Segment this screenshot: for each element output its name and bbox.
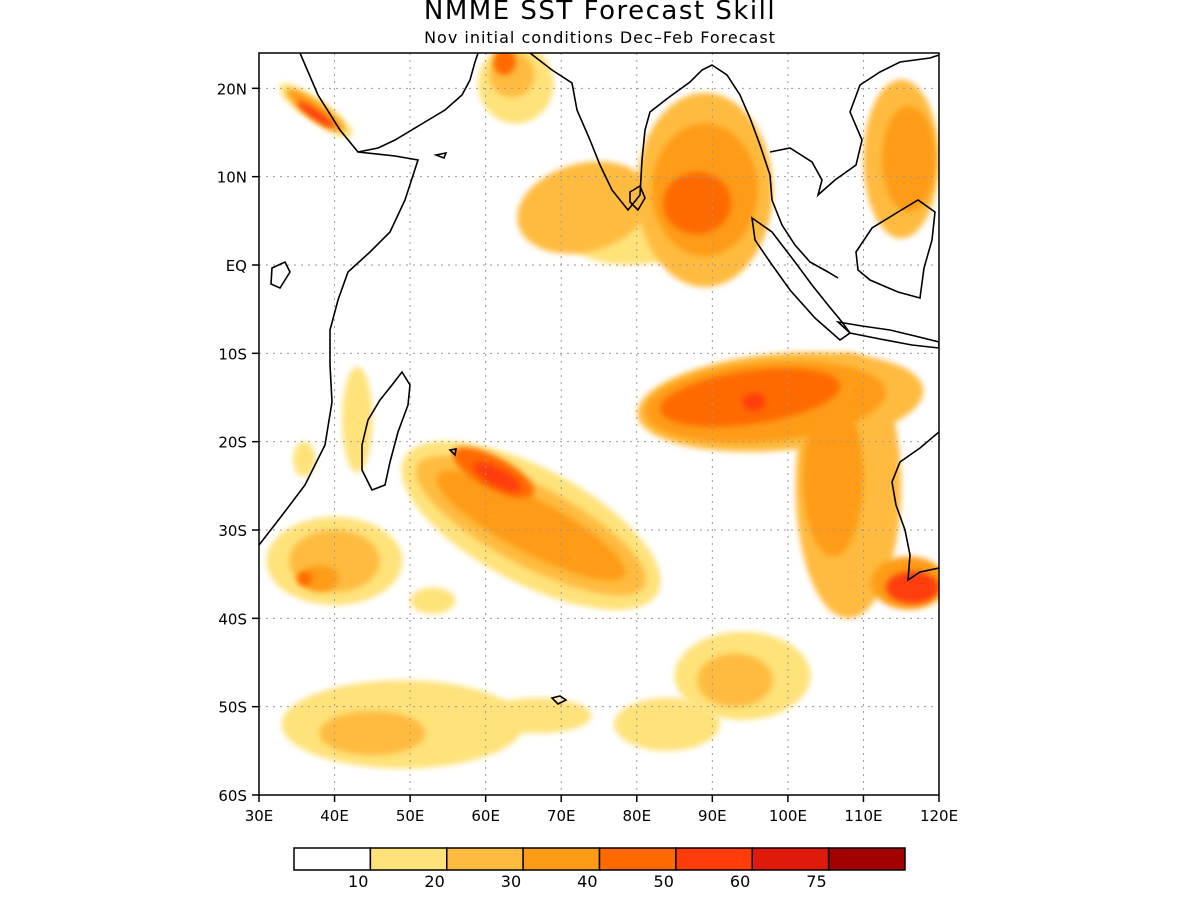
- colorbar: 10 20 30 40 50 60 75: [293, 847, 906, 891]
- skill-region: [296, 571, 312, 586]
- x-tick-label: 70E: [547, 807, 576, 825]
- colorbar-label: 50: [654, 872, 674, 891]
- skill-region: [663, 172, 732, 235]
- colorbar-label: 20: [424, 872, 444, 891]
- chart-subtitle: Nov initial conditions Dec–Feb Forecast: [424, 28, 776, 47]
- colorbar-label: 40: [577, 872, 597, 891]
- y-tick-label: EQ: [226, 257, 247, 275]
- x-tick-label: 90E: [698, 807, 727, 825]
- colorbar-box: [293, 847, 372, 871]
- coastline-socotra: [433, 151, 448, 160]
- coastline-sri-lanka: [629, 184, 646, 212]
- skill-region: [886, 571, 939, 604]
- skill-region: [436, 470, 626, 581]
- skill-region: [319, 711, 426, 756]
- coastline-java: [835, 320, 939, 349]
- y-tick-label: 30S: [218, 522, 247, 540]
- colorbar-box: [522, 847, 601, 871]
- coastline-indochina: [769, 54, 939, 198]
- colorbar-box: [598, 847, 677, 871]
- y-tick-label: 20S: [218, 434, 247, 452]
- skill-region: [697, 653, 773, 707]
- x-tick-label: 60E: [471, 807, 500, 825]
- colorbar-box: [369, 847, 448, 871]
- y-tick-label: 20N: [217, 80, 247, 98]
- chart-title: NMME SST Forecast Skill: [423, 0, 777, 26]
- skill-shading: [266, 53, 939, 769]
- y-tick-label: 60S: [218, 787, 247, 805]
- axes: 30E 40E 50E 60E 70E 80E 90E 100E 110E 120E 20N 10N E…: [217, 80, 958, 825]
- coastline-borneo: [855, 199, 936, 300]
- skill-region: [517, 161, 651, 254]
- colorbar-box: [446, 847, 524, 871]
- coastline-mascarene: [448, 448, 457, 457]
- x-tick-label: 100E: [769, 807, 807, 825]
- coastline-arabia-south: [357, 53, 479, 153]
- gridlines: [259, 53, 939, 795]
- colorbar-label: 60: [730, 872, 750, 891]
- skill-region: [742, 393, 766, 411]
- coastline-africa-arabia: [259, 53, 420, 546]
- coastlines: [259, 53, 939, 705]
- x-tick-label: 110E: [844, 807, 882, 825]
- colorbar-label: 10: [348, 872, 368, 891]
- skill-region: [485, 697, 592, 734]
- colorbar-label: 30: [501, 872, 521, 891]
- x-tick-label: 50E: [396, 807, 425, 825]
- y-tick-label: 50S: [218, 699, 247, 717]
- colorbar-label: 75: [806, 872, 826, 891]
- coastline-myanmar-malaya: [771, 199, 839, 279]
- plot-frame: [258, 52, 940, 796]
- y-tick-label: 10N: [217, 169, 247, 187]
- coastline-seychelles: [270, 260, 291, 290]
- x-tick-label: 30E: [245, 807, 274, 825]
- skill-region: [614, 697, 720, 751]
- colorbar-box: [751, 847, 830, 871]
- y-tick-label: 10S: [218, 345, 247, 363]
- skill-region: [300, 565, 339, 592]
- skill-region: [473, 462, 521, 492]
- y-tick-label: 40S: [218, 610, 247, 628]
- x-tick-label: 80E: [622, 807, 651, 825]
- skill-region: [803, 397, 864, 557]
- skill-region: [342, 366, 373, 473]
- skill-region: [882, 106, 936, 212]
- skill-region: [493, 53, 516, 76]
- coastline-pakistan-india: [529, 53, 773, 212]
- x-tick-label: 40E: [320, 807, 349, 825]
- coastline-kerguelen: [550, 695, 568, 705]
- skill-region: [297, 101, 334, 129]
- coastline-madagascar: [361, 370, 411, 492]
- coastline-australia: [891, 431, 939, 582]
- colorbar-box: [827, 847, 906, 871]
- skill-region: [293, 441, 316, 478]
- x-tick-label: 120E: [920, 807, 958, 825]
- colorbar-box: [675, 847, 753, 871]
- skill-region: [410, 587, 456, 614]
